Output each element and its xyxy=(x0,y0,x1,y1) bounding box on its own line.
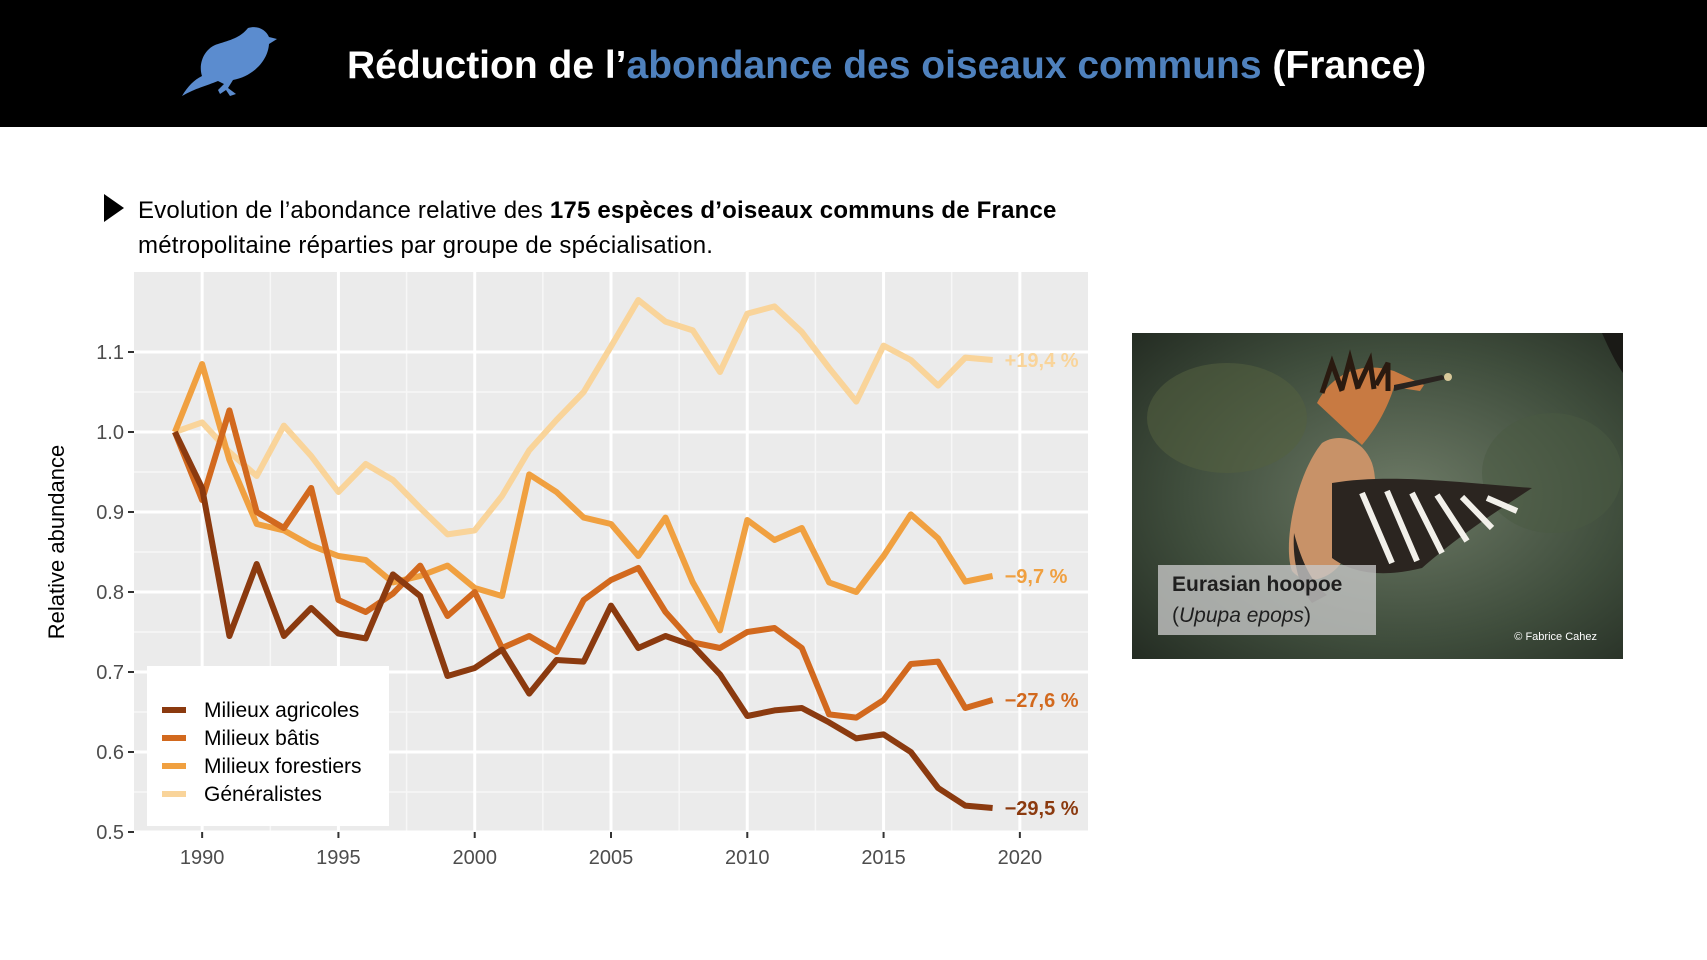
page-title: Réduction de l’abondance des oiseaux com… xyxy=(347,38,1426,94)
series-line xyxy=(173,297,993,538)
x-tick-label: 1995 xyxy=(316,847,361,869)
caption-latin-line: (Upupa epops) xyxy=(1172,600,1362,631)
abundance-line-chart: −29,5 % −27,6 % −9,7 % +19,4 % 0.5 0.6 0.7 0.8… xyxy=(44,272,1088,869)
legend-label: Milieux forestiers xyxy=(204,755,362,778)
series-lines xyxy=(172,297,994,811)
description-text: Evolution de l’abondance relative des 17… xyxy=(138,193,1098,263)
title-suffix: (France) xyxy=(1261,44,1427,87)
photo-credit: © Fabrice Cahez xyxy=(1514,631,1597,643)
y-tick-label: 0.9 xyxy=(96,502,124,524)
y-tick-label: 1.1 xyxy=(96,342,124,364)
desc-text-bold: 175 espèces d’oiseaux communs de France xyxy=(549,197,1057,224)
legend-label: Généralistes xyxy=(204,783,322,806)
y-axis-label: Relative abundance xyxy=(44,445,69,639)
caption-paren-close: ) xyxy=(1303,604,1311,627)
series-end-label: −29,5 % xyxy=(1005,798,1079,820)
desc-text-before: Evolution de l’abondance relative des xyxy=(138,197,550,224)
series-line xyxy=(172,361,994,634)
bullet-arrow-icon xyxy=(104,194,124,222)
caption-latin-name: Upupa epops xyxy=(1179,604,1304,627)
y-tick-label: 1.0 xyxy=(96,422,124,444)
y-tick-label: 0.6 xyxy=(96,742,124,764)
legend-box xyxy=(147,666,389,826)
series-end-label: −27,6 % xyxy=(1005,690,1079,712)
x-tick-label: 2000 xyxy=(452,847,497,869)
title-accent: abondance des oiseaux communs xyxy=(626,44,1262,87)
y-tick-label: 0.7 xyxy=(96,662,124,684)
photo-caption: Eurasian hoopoe (Upupa epops) xyxy=(1158,565,1376,635)
series-end-label: −9,7 % xyxy=(1005,566,1068,588)
y-tick-label: 0.5 xyxy=(96,822,124,844)
x-axis-ticks: 1990 1995 2000 2005 2010 2015 2020 xyxy=(180,832,1042,869)
x-tick-label: 2020 xyxy=(998,847,1043,869)
series-line xyxy=(172,430,993,811)
y-axis-ticks: 0.5 0.6 0.7 0.8 0.9 1.0 1.1 xyxy=(96,342,134,844)
caption-common-name: Eurasian hoopoe xyxy=(1172,573,1343,596)
x-tick-label: 2005 xyxy=(589,847,634,869)
x-tick-label: 2010 xyxy=(725,847,770,869)
desc-text-after: métropolitaine réparties par groupe de s… xyxy=(138,232,714,259)
x-tick-label: 2015 xyxy=(861,847,906,869)
title-prefix: Réduction de l’ xyxy=(347,44,627,87)
chart-legend: Milieux agricoles Milieux bâtis Milieux fo… xyxy=(147,666,389,826)
x-tick-label: 1990 xyxy=(180,847,225,869)
series-line xyxy=(172,407,994,721)
series-end-label: +19,4 % xyxy=(1005,350,1079,372)
hoopoe-image xyxy=(1132,333,1623,659)
header-bar: Réduction de l’abondance des oiseaux com… xyxy=(0,0,1707,127)
bird-icon xyxy=(182,27,277,96)
hoopoe-photo: Eurasian hoopoe (Upupa epops) © Fabrice … xyxy=(1132,333,1623,659)
legend-label: Milieux agricoles xyxy=(204,699,359,722)
y-tick-label: 0.8 xyxy=(96,582,124,604)
end-labels: −29,5 % −27,6 % −9,7 % +19,4 % xyxy=(1005,350,1079,820)
legend-label: Milieux bâtis xyxy=(204,727,320,750)
caption-paren-open: ( xyxy=(1172,604,1179,627)
